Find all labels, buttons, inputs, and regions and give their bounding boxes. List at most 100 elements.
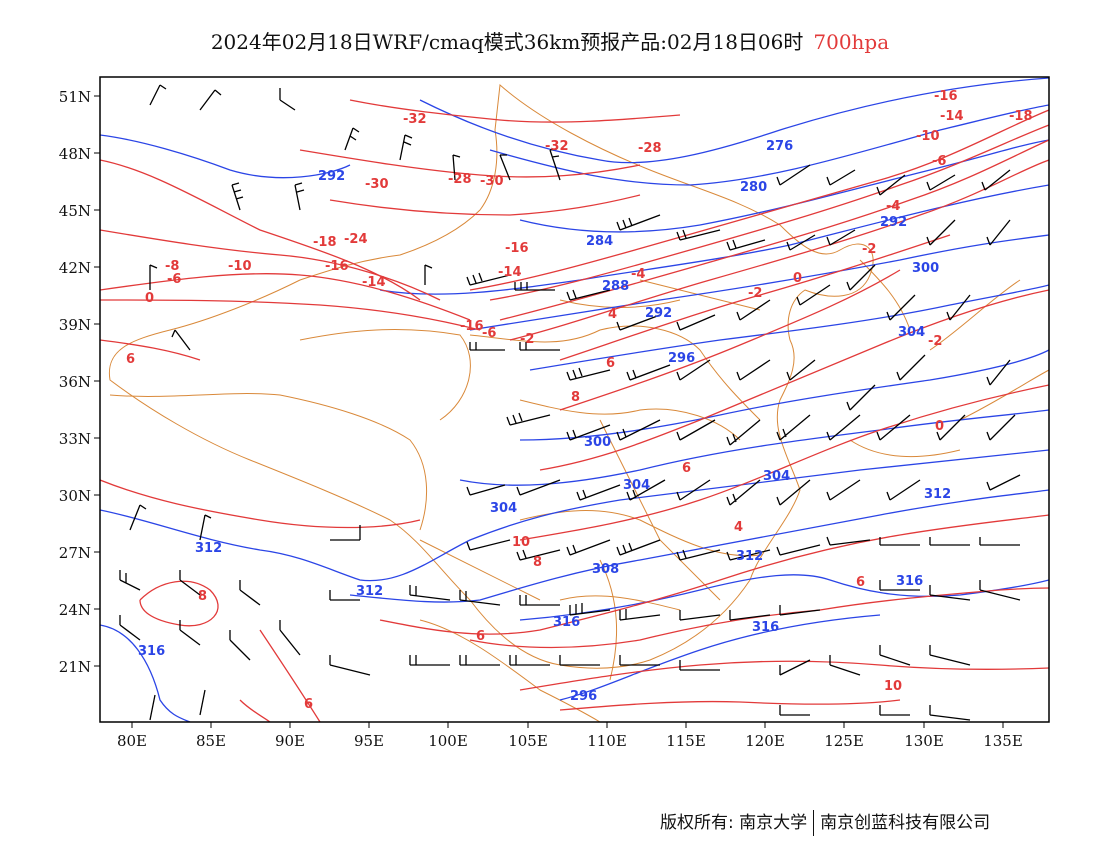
lon-tick-label: 95E xyxy=(354,732,384,750)
svg-text:316: 316 xyxy=(896,574,923,589)
lat-tick-label: 36N xyxy=(59,373,91,391)
svg-text:-14: -14 xyxy=(362,275,386,290)
svg-text:0: 0 xyxy=(935,419,944,434)
svg-text:0: 0 xyxy=(145,291,154,306)
svg-text:296: 296 xyxy=(668,351,695,366)
geo-label: 312 xyxy=(736,549,763,564)
temperature-contours xyxy=(100,99,1049,722)
temp-label: -24 xyxy=(344,232,368,247)
geo-label: 312 xyxy=(195,541,222,556)
title-level: 700hpa xyxy=(813,30,890,54)
svg-text:312: 312 xyxy=(195,541,222,556)
temp-label: -16 xyxy=(460,319,484,334)
svg-text:4: 4 xyxy=(608,307,617,322)
svg-text:-14: -14 xyxy=(940,109,964,124)
geopotential-contours xyxy=(100,77,1049,722)
temp-label: -30 xyxy=(365,177,389,192)
lat-tick-label: 45N xyxy=(59,202,91,220)
svg-text:6: 6 xyxy=(682,461,691,476)
svg-text:-28: -28 xyxy=(448,172,472,187)
svg-text:6: 6 xyxy=(304,697,313,712)
svg-text:-16: -16 xyxy=(934,89,958,104)
footer-divider xyxy=(813,810,815,836)
lat-tick-label: 30N xyxy=(59,487,91,505)
svg-text:292: 292 xyxy=(645,306,672,321)
geo-label: 316 xyxy=(752,620,779,635)
temp-label: -4 xyxy=(631,267,645,282)
temp-label: -6 xyxy=(482,326,496,341)
svg-text:276: 276 xyxy=(766,139,793,154)
temp-label: -18 xyxy=(1009,109,1033,124)
svg-text:-32: -32 xyxy=(545,139,569,154)
geo-label: 300 xyxy=(912,261,939,276)
geo-label: 304 xyxy=(898,325,925,340)
svg-text:-16: -16 xyxy=(325,259,349,274)
temp-label: 10 xyxy=(884,679,902,694)
copyright-owner-company: 南京创蓝科技有限公司 xyxy=(820,813,991,833)
temp-label: -6 xyxy=(932,154,946,169)
svg-text:316: 316 xyxy=(553,615,580,630)
svg-text:-24: -24 xyxy=(344,232,368,247)
temp-label: 6 xyxy=(682,461,691,476)
geo-label: 312 xyxy=(924,487,951,502)
svg-text:-10: -10 xyxy=(228,259,252,274)
temp-label: 0 xyxy=(145,291,154,306)
svg-text:8: 8 xyxy=(198,589,207,604)
svg-text:296: 296 xyxy=(570,689,597,704)
longitude-ticks xyxy=(131,722,1004,728)
temp-label: -8 xyxy=(165,259,179,274)
geo-label: 292 xyxy=(318,169,345,184)
svg-text:304: 304 xyxy=(490,501,517,516)
temp-label: 6 xyxy=(476,629,485,644)
latitude-axis: 51N 48N 45N 42N 39N 36N 33N 30N 27N 24N … xyxy=(59,88,91,676)
geo-label: 304 xyxy=(623,478,650,493)
svg-text:292: 292 xyxy=(880,215,907,230)
korea-japan-boundary xyxy=(849,259,1049,457)
geo-label: 284 xyxy=(586,234,613,249)
svg-text:308: 308 xyxy=(592,562,619,577)
svg-text:312: 312 xyxy=(736,549,763,564)
lon-tick-label: 100E xyxy=(428,732,468,750)
temp-label: -14 xyxy=(498,265,522,280)
temp-label: 6 xyxy=(304,697,313,712)
geo-label: 316 xyxy=(138,644,165,659)
geo-label: 316 xyxy=(896,574,923,589)
latitude-ticks xyxy=(94,95,100,667)
temp-label: -18 xyxy=(313,235,337,250)
lon-tick-label: 105E xyxy=(508,732,548,750)
temp-label: -14 xyxy=(940,109,964,124)
svg-text:288: 288 xyxy=(602,279,629,294)
temp-label: 8 xyxy=(198,589,207,604)
temp-label: -32 xyxy=(545,139,569,154)
copyright-footer: 版权所有: 南京大学 南京创蓝科技有限公司 xyxy=(660,808,990,836)
svg-text:-30: -30 xyxy=(480,174,504,189)
temp-label: -14 xyxy=(362,275,386,290)
temp-label: 6 xyxy=(126,352,135,367)
lat-tick-label: 51N xyxy=(59,88,91,106)
lon-tick-label: 125E xyxy=(824,732,864,750)
svg-text:-18: -18 xyxy=(313,235,337,250)
geo-label: 288 xyxy=(602,279,629,294)
temp-label: -10 xyxy=(228,259,252,274)
geo-label: 276 xyxy=(766,139,793,154)
geopotential-labels: 276 280 284 288 292 292 292 296 300 300 … xyxy=(138,139,951,704)
svg-text:-8: -8 xyxy=(165,259,179,274)
temp-label: 4 xyxy=(734,520,743,535)
geo-label: 300 xyxy=(584,435,611,450)
temp-label: 8 xyxy=(571,390,580,405)
svg-text:300: 300 xyxy=(912,261,939,276)
temp-label: -32 xyxy=(403,112,427,127)
svg-text:284: 284 xyxy=(586,234,613,249)
temp-label: -16 xyxy=(505,241,529,256)
svg-text:-14: -14 xyxy=(498,265,522,280)
temp-label: -10 xyxy=(916,129,940,144)
temp-label: 0 xyxy=(935,419,944,434)
svg-text:316: 316 xyxy=(138,644,165,659)
lon-tick-label: 110E xyxy=(587,732,627,750)
temp-label: -16 xyxy=(934,89,958,104)
svg-text:-28: -28 xyxy=(638,141,662,156)
lat-tick-label: 27N xyxy=(59,544,91,562)
temp-label: -28 xyxy=(638,141,662,156)
temp-label: 4 xyxy=(608,307,617,322)
svg-text:6: 6 xyxy=(126,352,135,367)
